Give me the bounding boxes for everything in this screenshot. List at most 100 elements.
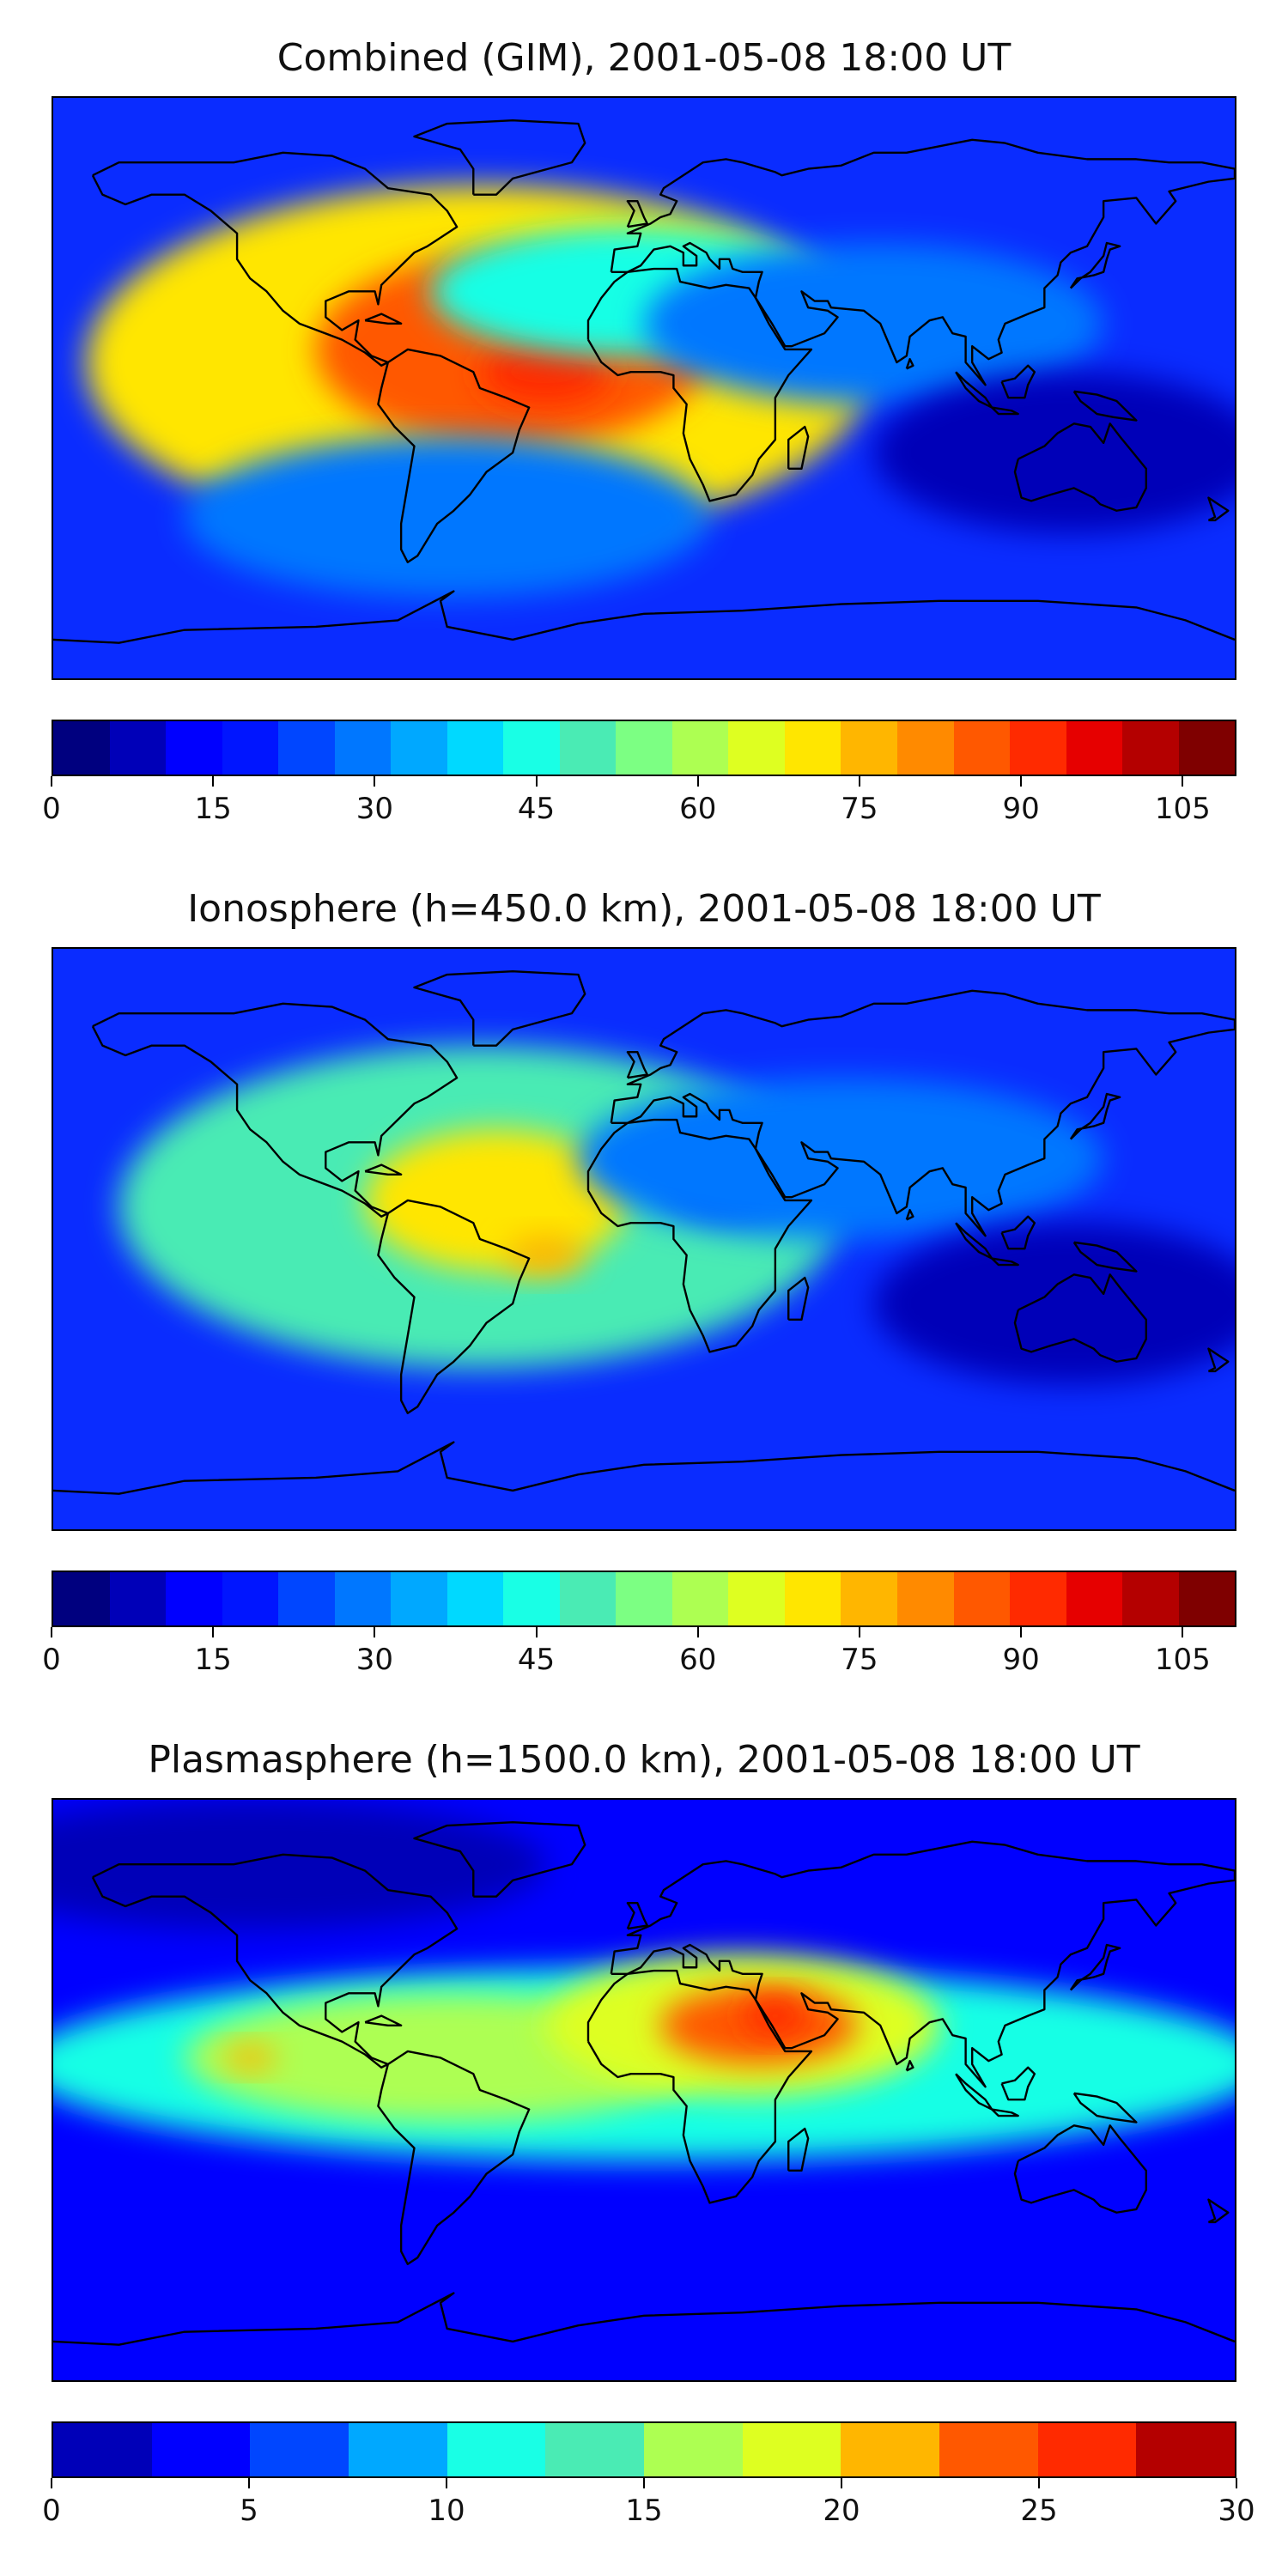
colorbar-segment: [559, 721, 617, 775]
colorbar-segment: [1136, 2423, 1235, 2476]
colorbar-tick: [1020, 1627, 1023, 1637]
coastline: [610, 138, 1235, 386]
colorbar-tick-label: 90: [1002, 792, 1040, 826]
colorbar-tick: [535, 1627, 538, 1637]
colorbar-tick: [535, 776, 538, 787]
colorbar-tick-label: 75: [841, 792, 878, 826]
map-title-ionosphere: Ionosphere (h=450.0 km), 2001-05-08 18:0…: [187, 887, 1101, 931]
coastline: [364, 2014, 403, 2027]
colorbar-segment: [391, 721, 447, 775]
colorbar-segment: [447, 1572, 504, 1625]
colorbar-combined: [52, 720, 1236, 776]
coastline: [1000, 1215, 1036, 1250]
colorbar-tick: [643, 2478, 645, 2488]
colorbar-segment: [503, 721, 560, 775]
coastline: [1072, 1241, 1138, 1273]
colorbar-segment: [53, 1572, 110, 1625]
map-combined: [52, 96, 1236, 680]
colorbar-segment: [671, 1572, 729, 1625]
coastline: [364, 1163, 403, 1176]
coastline: [991, 406, 1019, 416]
coastline: [53, 2292, 1235, 2346]
colorbar-segment: [109, 721, 167, 775]
colorbar-tick-label: 105: [1154, 1643, 1211, 1677]
map-canvas-ionosphere: [53, 949, 1235, 1529]
colorbar-segment: [953, 1572, 1011, 1625]
colorbar-segment: [447, 2423, 546, 2476]
colorbar-ticks-plasmasphere: 0 5 10 15 20 25 30: [42, 2478, 1255, 2547]
map-canvas-plasmasphere: [53, 1800, 1235, 2380]
coastline: [1072, 390, 1138, 422]
field-contour: [365, 1129, 628, 1272]
coastline: [53, 590, 1235, 644]
colorbar-tick-label: 0: [42, 792, 61, 826]
coastline: [1013, 422, 1147, 512]
coastline: [586, 1118, 813, 1353]
colorbar-segment: [1010, 721, 1066, 775]
coastline: [413, 119, 586, 196]
colorbar-tick-label: 60: [679, 792, 717, 826]
colorbar-tick: [374, 776, 376, 787]
coastline: [626, 1050, 648, 1079]
colorbar-segment: [1122, 1572, 1179, 1625]
colorbar-segment: [841, 721, 897, 775]
colorbar-segment: [222, 721, 279, 775]
colorbar-segment: [166, 1572, 222, 1625]
colorbar-tick-label: 45: [517, 792, 556, 826]
coastline: [787, 1276, 810, 1321]
colorbar-segment: [841, 1572, 897, 1625]
colorbar-ticks-combined: 0 15 30 45 60 75 90 105: [42, 776, 1236, 845]
colorbar-tick: [858, 776, 860, 787]
colorbar-segment: [953, 721, 1011, 775]
coastline: [626, 1901, 648, 1930]
coastline: [955, 2073, 993, 2111]
coastline: [1207, 2198, 1230, 2224]
coastline: [610, 989, 1235, 1237]
coastline: [586, 267, 813, 502]
colorbar-segment: [1178, 1572, 1235, 1625]
coastline: [991, 2108, 1019, 2117]
coastline: [787, 425, 810, 471]
colorbar-tick-label: 90: [1002, 1643, 1040, 1677]
coastline: [377, 2050, 531, 2265]
colorbar-segment: [896, 1572, 954, 1625]
colorbar-segment: [616, 721, 672, 775]
colorbar-segment: [503, 1572, 560, 1625]
coastline: [1207, 496, 1230, 522]
coastline: [610, 1840, 1235, 2088]
coastline: [377, 348, 531, 563]
colorbar-segment: [447, 721, 504, 775]
colorbar-segment: [784, 721, 841, 775]
colorbar-tick: [446, 2478, 447, 2488]
colorbar-tick: [1182, 1627, 1184, 1637]
colorbar-segment: [616, 1572, 672, 1625]
coastline: [377, 1199, 531, 1414]
coastline: [787, 2127, 810, 2172]
colorbar-tick-label: 45: [517, 1643, 556, 1677]
colorbar-segment: [728, 721, 785, 775]
colorbar-tick: [841, 2478, 842, 2488]
colorbar-segment: [334, 1572, 392, 1625]
colorbar-segment: [391, 1572, 447, 1625]
colorbar-segment: [671, 721, 729, 775]
coastline: [1013, 2124, 1147, 2214]
colorbar-tick-label: 5: [240, 2494, 258, 2528]
colorbar-tick: [212, 776, 215, 787]
colorbar-segment: [278, 1572, 335, 1625]
colorbar-segment: [742, 2423, 841, 2476]
coastline: [91, 1002, 459, 1218]
colorbar-tick-label: 30: [355, 1643, 393, 1677]
colorbar-tick: [51, 2478, 52, 2488]
colorbar-ionosphere: [52, 1571, 1236, 1627]
colorbar-tick: [696, 776, 699, 787]
colorbar-segment: [896, 721, 954, 775]
colorbar-tick-label: 15: [625, 2494, 663, 2528]
colorbar-segment: [1010, 1572, 1066, 1625]
colorbar-segment: [1066, 721, 1123, 775]
colorbar-segment: [109, 1572, 167, 1625]
coastline: [1000, 2066, 1036, 2101]
colorbar-segment: [939, 2423, 1038, 2476]
map-plasmasphere: [52, 1798, 1236, 2382]
coastline: [905, 1209, 914, 1221]
colorbar-tick: [374, 1627, 376, 1637]
